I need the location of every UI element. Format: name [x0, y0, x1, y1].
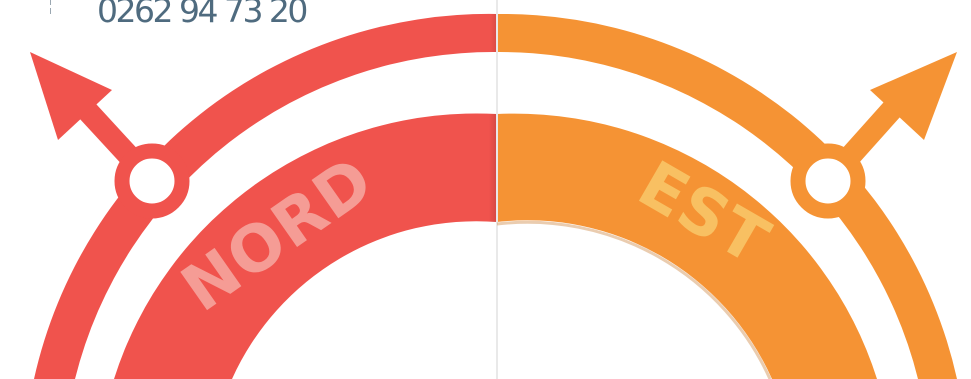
center-divider: [496, 0, 498, 379]
inner-band-nord: [114, 113, 497, 379]
separator-tick: [50, 8, 51, 14]
seam-shadow: [490, 14, 497, 52]
outer-ring-est: [497, 13, 957, 379]
inner-band-est: [497, 113, 877, 379]
arrow-northwest-icon: [30, 52, 190, 219]
seam-shadow: [489, 114, 497, 222]
inner-edge-shadow: [496, 220, 772, 379]
separator-tick: [50, 0, 51, 5]
arrow-northeast-icon: [790, 52, 957, 219]
phone-number: 0262 94 73 20: [97, 0, 308, 30]
